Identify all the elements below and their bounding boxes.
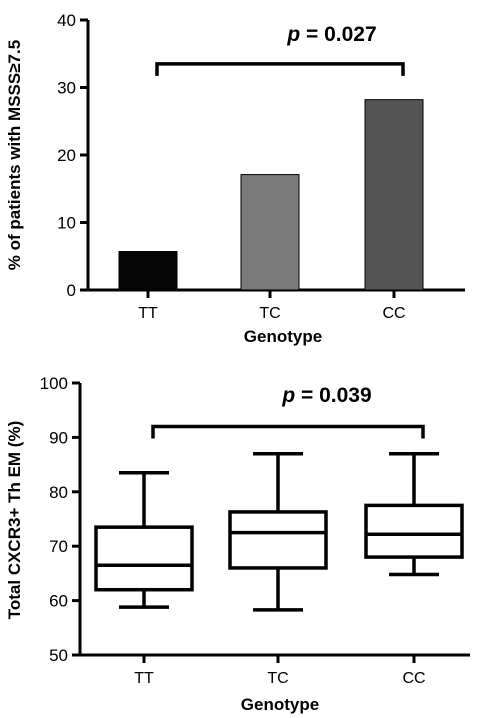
- bar-y-tick-label-10: 10: [57, 214, 76, 233]
- box-tt: [94, 525, 194, 592]
- box-x-tick-label-cc: CC: [402, 670, 425, 687]
- bar-y-tick-label-40: 40: [57, 11, 76, 30]
- box-y-tick-label-50: 50: [49, 646, 68, 665]
- box-tc: [228, 510, 328, 570]
- box-x-axis-label: Genotype: [241, 695, 319, 714]
- bar-significance-bracket: [155, 62, 405, 76]
- bar-x-axis-label: Genotype: [244, 327, 322, 346]
- box-y-tick-label-80: 80: [49, 483, 68, 502]
- bar-tt: [118, 251, 178, 291]
- box-cc: [364, 503, 464, 559]
- bar-cc: [364, 99, 424, 291]
- box-significance-bracket: [151, 424, 425, 439]
- box-y-tick-label-60: 60: [49, 592, 68, 611]
- bar-x-tick-label-cc: CC: [382, 305, 405, 322]
- bar-x-tick-label-tc: TC: [259, 305, 280, 322]
- bar-x-tick-label-tt: TT: [138, 305, 158, 322]
- box-p-value: p = 0.039: [281, 384, 371, 407]
- box-x-tick-label-tt: TT: [134, 670, 154, 687]
- box-y-tick-label-90: 90: [49, 428, 68, 447]
- box-plot-chart: Total CXCR3+ Th EM (%) Genotype p = 0.03…: [5, 374, 470, 714]
- bar-y-tick-label-20: 20: [57, 146, 76, 165]
- box-y-axis-label: Total CXCR3+ Th EM (%): [5, 421, 24, 620]
- bar-chart: % of patients with MSSS≥7.5 Genotype p =…: [5, 11, 465, 346]
- box-y-tick-label-100: 100: [40, 374, 68, 393]
- bar-y-tick-label-0: 0: [67, 281, 76, 300]
- bar-tc: [240, 174, 300, 291]
- bar-y-tick-label-30: 30: [57, 79, 76, 98]
- bar-y-axis-label: % of patients with MSSS≥7.5: [5, 40, 24, 270]
- box-y-tick-label-70: 70: [49, 537, 68, 556]
- box-x-tick-label-tc: TC: [267, 670, 288, 687]
- bar-p-value-letter: p: [286, 23, 300, 46]
- bar-p-value-text: = 0.027: [300, 23, 376, 46]
- box-p-value-text: = 0.039: [295, 384, 371, 407]
- box-p-value-letter: p: [281, 384, 295, 407]
- bar-p-value: p = 0.027: [286, 23, 376, 46]
